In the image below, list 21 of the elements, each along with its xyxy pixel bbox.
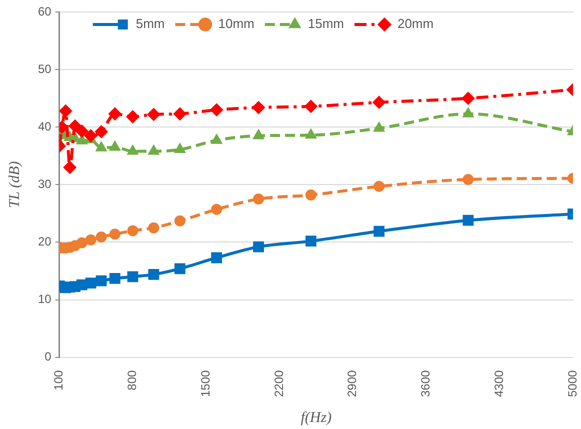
x-tick-label: 100 <box>52 370 66 390</box>
y-axis-title: TL (dB) <box>6 161 23 208</box>
y-tick-label: 20 <box>38 234 52 249</box>
x-tick-label: 5000 <box>565 370 580 398</box>
legend-label: 10mm <box>218 16 254 32</box>
legend-label: 15mm <box>308 16 344 32</box>
x-axis-title: f(Hz) <box>300 410 332 426</box>
x-tick-label: 800 <box>125 370 140 390</box>
x-tick-label: 1500 <box>198 370 212 398</box>
x-tick-label: 2900 <box>345 370 360 398</box>
y-tick-label: 30 <box>38 176 52 191</box>
legend-label: 5mm <box>136 16 165 32</box>
y-tick-label: 50 <box>38 62 52 76</box>
x-tick-label: 3600 <box>418 370 433 398</box>
x-tick-label: 2200 <box>272 370 286 398</box>
x-tick-label: 4300 <box>492 370 506 398</box>
y-tick-label: 40 <box>38 119 52 134</box>
legend-label: 20mm <box>397 16 434 32</box>
y-tick-label: 10 <box>38 292 52 306</box>
y-tick-label: 60 <box>38 4 52 18</box>
y-tick-label: 0 <box>44 350 52 364</box>
